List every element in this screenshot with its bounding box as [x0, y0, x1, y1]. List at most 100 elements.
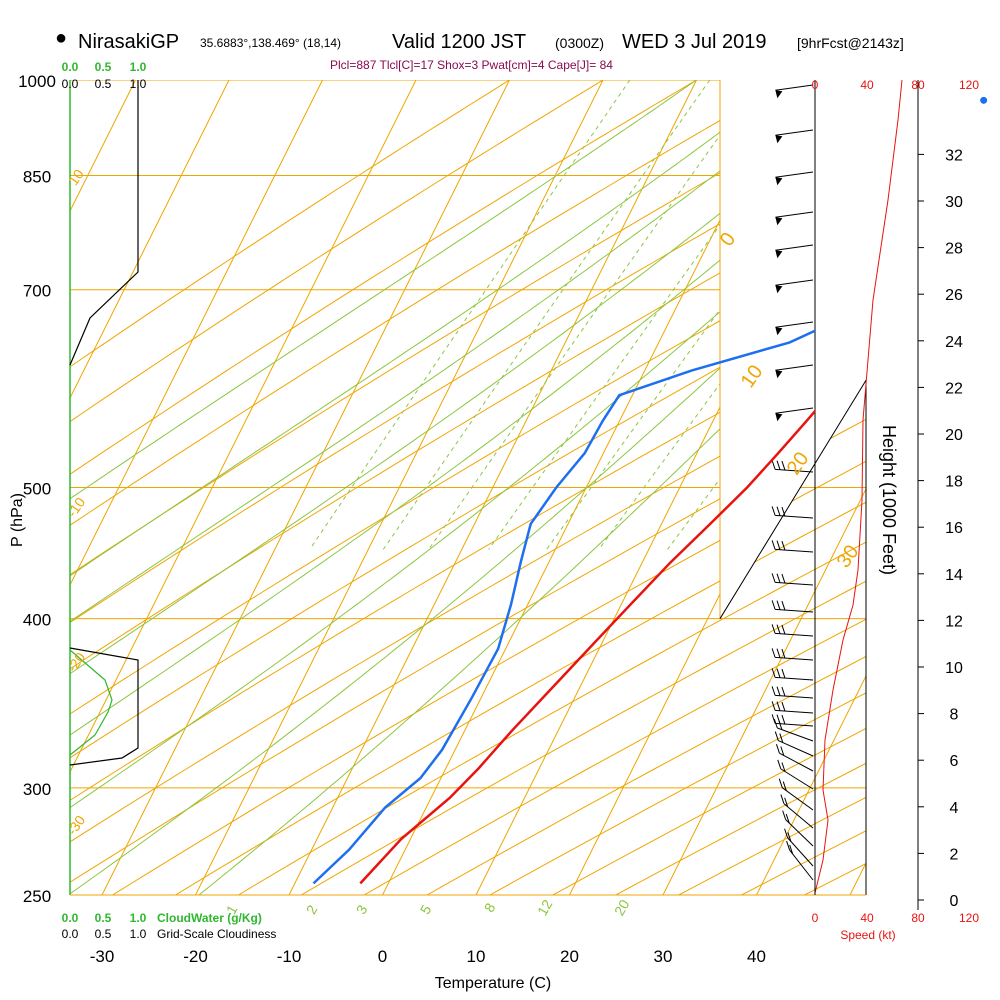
pressure-tick-label: 300	[23, 780, 51, 799]
dry-adiabat	[70, 80, 866, 895]
wind-barb	[771, 573, 814, 586]
mixing-ratio-line	[309, 80, 631, 550]
valid-time: Valid 1200 JST	[392, 31, 527, 53]
mixing-ratio-label: 2	[303, 902, 321, 917]
height-tick-label: 10	[945, 660, 963, 677]
dewpoint-profile-surface-point	[980, 96, 988, 104]
cloud-water-tick: 0.0	[62, 60, 79, 74]
dry-adiabat	[136, 80, 866, 895]
wind-speed-tick: 120	[959, 911, 979, 925]
wind-speed-tick: 120	[959, 78, 979, 92]
cloudiness-tick: 0.5	[95, 927, 112, 941]
dry-adiabat	[198, 80, 866, 895]
dry-adiabat	[70, 80, 651, 895]
isotherm-line	[662, 80, 866, 895]
cloudiness-tick: 1.0	[130, 927, 147, 941]
height-tick-label: 14	[945, 567, 963, 584]
wind-barb	[775, 84, 814, 99]
height-tick-label: 30	[945, 194, 963, 211]
x-axis-title: Temperature (C)	[435, 975, 551, 992]
wind-barb	[778, 778, 814, 811]
dry-adiabat	[384, 80, 866, 895]
wind-speed-tick: 40	[860, 78, 874, 92]
wind-barb	[771, 600, 814, 613]
x-tick-label: -20	[183, 947, 208, 966]
isotherm-line	[70, 80, 323, 895]
wind-barb	[771, 701, 814, 714]
wind-barb	[771, 686, 814, 699]
mixing-ratio-line	[488, 80, 826, 550]
isotherm-line	[70, 80, 230, 895]
height-tick-label: 20	[945, 427, 963, 444]
height-axis-title: Height (1000 Feet)	[879, 425, 899, 575]
cloud-water-tick: 0.0	[62, 911, 79, 925]
isotherm-line	[756, 80, 866, 895]
wind-barb	[775, 129, 814, 144]
dry-adiabat	[70, 80, 866, 895]
x-tick-label: -30	[90, 947, 115, 966]
wind-barb	[771, 624, 814, 637]
wind-barb	[775, 211, 814, 226]
height-tick-label: 2	[950, 846, 959, 863]
height-tick-label: 6	[950, 753, 959, 770]
x-tick-label: 40	[747, 947, 766, 966]
pressure-tick-label: 850	[23, 168, 51, 187]
height-tick-label: 28	[945, 241, 963, 258]
utc-time: (0300Z)	[555, 35, 605, 51]
forecast-date: WED 3 Jul 2019	[622, 31, 767, 53]
mixing-ratio-label: 5	[417, 902, 435, 917]
wind-barb	[780, 794, 814, 829]
cloudiness-tick: 0.0	[62, 927, 79, 941]
height-tick-label: 24	[945, 334, 963, 351]
wind-barb	[775, 321, 814, 336]
station-dot: ●	[55, 27, 68, 49]
dry-adiabat	[509, 80, 866, 895]
cloudiness-tick: 0.5	[95, 77, 112, 91]
station-name: NirasakiGP	[78, 31, 180, 53]
cloud-water-tick: 1.0	[130, 60, 147, 74]
cloudiness-label: Grid-Scale Cloudiness	[157, 927, 276, 941]
cloud-water-tick: 0.5	[95, 60, 112, 74]
x-tick-label: 30	[654, 947, 673, 966]
wind-barb	[771, 668, 814, 681]
wind-barb	[771, 506, 814, 519]
mixing-ratio-label: 3	[353, 902, 371, 917]
dry-adiabat	[70, 80, 746, 895]
pressure-tick-label: 1000	[18, 72, 56, 91]
moist-adiabat	[70, 80, 791, 895]
x-tick-label: -10	[277, 947, 302, 966]
isotherm-line	[288, 80, 697, 895]
dry-adiabat	[322, 80, 866, 895]
wind-barb	[782, 810, 814, 847]
dry-adiabat	[73, 80, 866, 895]
cloudiness-upper	[69, 80, 139, 366]
cloudiness-lower	[69, 647, 139, 766]
wind-speed-tick: 40	[860, 911, 874, 925]
isotherm-line	[70, 80, 417, 895]
isotherm-label: -30	[64, 812, 89, 838]
wind-speed-tick: 0	[812, 78, 819, 92]
wind-barb	[786, 840, 814, 881]
cloudiness-tick: 1.0	[130, 77, 147, 91]
height-tick-label: 0	[950, 893, 959, 910]
mixing-ratio-line	[428, 80, 760, 550]
height-tick-label: 32	[945, 147, 963, 164]
pressure-tick-label: 700	[23, 282, 51, 301]
pressure-tick-label: 500	[23, 480, 51, 499]
pressure-tick-label: 400	[23, 611, 51, 630]
height-tick-label: 26	[945, 287, 963, 304]
cloud-water-tick: 1.0	[130, 911, 147, 925]
wind-barb	[775, 279, 814, 294]
wind-speed-tick: 0	[812, 911, 819, 925]
wind-speed-label: Speed (kt)	[840, 928, 895, 942]
wind-barb	[774, 731, 814, 757]
cloudiness-tick: 0.0	[62, 77, 79, 91]
x-tick-label: 20	[560, 947, 579, 966]
wind-barb	[771, 648, 814, 661]
dry-adiabat	[70, 80, 557, 895]
wind-speed-profile	[814, 79, 903, 894]
wind-speed-tick: 80	[911, 911, 925, 925]
dry-adiabat	[70, 80, 841, 895]
wind-barb	[773, 718, 814, 742]
